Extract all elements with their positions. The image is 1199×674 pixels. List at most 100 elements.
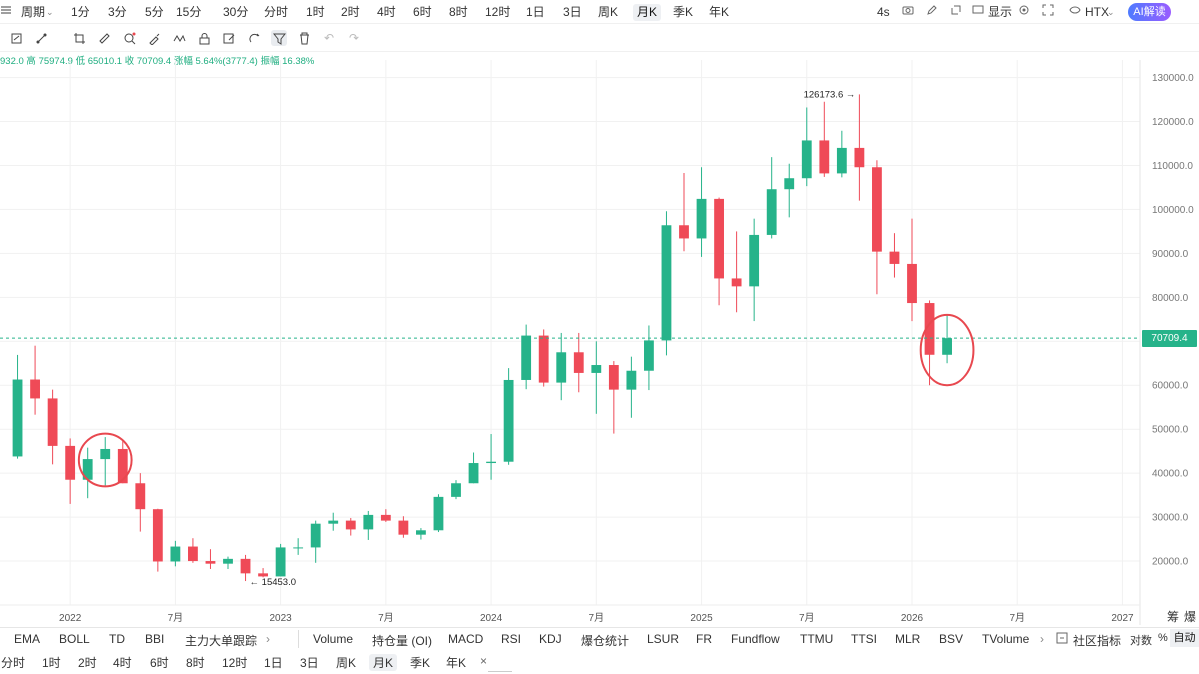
bottom-timeframe-3[interactable]: 4时: [113, 656, 132, 670]
filter-icon[interactable]: [271, 30, 287, 46]
candle-body: [100, 448, 111, 460]
timeframe-11[interactable]: 12时: [485, 5, 511, 19]
bottom-timeframe-8[interactable]: 3日: [300, 656, 319, 670]
sub-indicator-2[interactable]: MACD: [448, 632, 484, 646]
bottom-timeframe-7[interactable]: 1日: [264, 656, 283, 670]
candle-body: [591, 365, 602, 373]
settings-icon[interactable]: [1018, 4, 1030, 21]
bottom-timeframe-9[interactable]: 周K: [336, 656, 357, 670]
timeframe-15[interactable]: 月K: [633, 4, 662, 21]
candle-body: [573, 352, 584, 373]
bottom-timeframe-11[interactable]: 季K: [410, 656, 431, 670]
indicator-2[interactable]: TD: [109, 632, 125, 646]
undo-icon[interactable]: ↶: [323, 31, 335, 45]
bottom-timeframe-1[interactable]: 1时: [42, 656, 61, 670]
timeframe-2[interactable]: 5分: [145, 5, 164, 19]
indicator-right-more-icon[interactable]: ›: [1040, 632, 1044, 646]
percent-scale-toggle[interactable]: %: [1158, 632, 1168, 644]
timeframe-10[interactable]: 8时: [449, 5, 468, 19]
candle-body: [65, 445, 76, 480]
sub-indicator-3[interactable]: RSI: [501, 632, 522, 646]
timeframe-14[interactable]: 周K: [598, 5, 619, 19]
sub-indicator-4[interactable]: KDJ: [539, 632, 562, 646]
sub-indicator-8[interactable]: Fundflow: [731, 632, 780, 646]
sync-icon[interactable]: [8, 30, 24, 46]
bottom-timeframe-0[interactable]: 分时: [1, 656, 26, 670]
indicator-4[interactable]: 主力大单跟踪: [185, 634, 258, 648]
lock-icon[interactable]: [196, 30, 212, 46]
timeframe-13[interactable]: 3日: [563, 5, 582, 19]
auto-scale-toggle[interactable]: 自动: [1170, 629, 1199, 647]
log-scale-toggle[interactable]: 对数: [1130, 635, 1152, 647]
close-icon[interactable]: ×: [480, 654, 488, 668]
exchange-icon: [1068, 4, 1082, 21]
sub-indicator-5[interactable]: 爆仓统计: [581, 634, 630, 648]
timeframe-6[interactable]: 1时: [306, 5, 325, 19]
bottom-timeframe-2[interactable]: 2时: [78, 656, 97, 670]
bottom-timeframe-4[interactable]: 6时: [150, 656, 169, 670]
candlestick-chart[interactable]: 126173.6 → ← 15453.0 20000.0 30000.0 40000.…: [0, 60, 1199, 627]
x-tick-label: 7月: [799, 612, 815, 624]
sub-indicator-12[interactable]: BSV: [939, 632, 964, 646]
timeframe-17[interactable]: 年K: [709, 5, 730, 19]
x-tick-label: 7月: [589, 612, 605, 624]
ai-analysis-button[interactable]: AI解读: [1128, 3, 1171, 21]
community-icon[interactable]: [1056, 632, 1068, 647]
sub-indicator-11[interactable]: MLR: [895, 632, 921, 646]
sub-indicator-7[interactable]: FR: [696, 632, 712, 646]
trend-line-icon[interactable]: [33, 30, 49, 46]
sub-indicator-6[interactable]: LSUR: [647, 632, 680, 646]
candle: [749, 218, 760, 322]
sub-indicator-10[interactable]: TTSI: [851, 632, 877, 646]
timeframe-8[interactable]: 4时: [377, 5, 396, 19]
indicator-0[interactable]: EMA: [14, 632, 41, 646]
resize-handle[interactable]: [488, 671, 512, 674]
chip-distribution-button[interactable]: 筹: [1167, 610, 1180, 624]
community-indicators[interactable]: 社区指标: [1073, 634, 1122, 648]
indicator-3[interactable]: BBI: [145, 632, 165, 646]
camera-icon[interactable]: [902, 4, 914, 21]
bottom-timeframe-10[interactable]: 月K: [369, 654, 398, 671]
sub-indicator-13[interactable]: TVolume: [982, 632, 1030, 646]
brush-icon[interactable]: [146, 30, 162, 46]
display-label[interactable]: 显示: [988, 5, 1013, 19]
timeframe-9[interactable]: 6时: [413, 5, 432, 19]
bottom-timeframe-12[interactable]: 年K: [446, 656, 467, 670]
indicator-more-icon[interactable]: ›: [266, 632, 270, 646]
sub-indicator-9[interactable]: TTMU: [800, 632, 834, 646]
pen-icon[interactable]: [926, 4, 938, 21]
candle-body: [766, 189, 777, 235]
timeframe-3[interactable]: 15分: [176, 5, 202, 19]
timeframe-4[interactable]: 30分: [223, 5, 249, 19]
exchange-chevron-icon[interactable]: ⌄: [1107, 7, 1115, 17]
timeframe-16[interactable]: 季K: [673, 5, 694, 19]
ruler-icon[interactable]: [96, 30, 112, 46]
redo-icon[interactable]: ↷: [348, 31, 360, 45]
candle: [363, 510, 374, 540]
indicator-1[interactable]: BOLL: [59, 632, 90, 646]
fullscreen-icon[interactable]: [1042, 4, 1054, 21]
magnet-icon[interactable]: [121, 30, 137, 46]
edit-icon[interactable]: [221, 30, 237, 46]
sub-indicator-0[interactable]: Volume: [313, 632, 354, 646]
display-icon[interactable]: [972, 4, 984, 21]
timeframe-1[interactable]: 3分: [108, 5, 127, 19]
timeframe-12[interactable]: 1日: [526, 5, 545, 19]
timeframe-0[interactable]: 1分: [71, 5, 90, 19]
bottom-timeframe-5[interactable]: 8时: [186, 656, 205, 670]
liquidation-button[interactable]: 爆: [1184, 610, 1197, 624]
pattern-icon[interactable]: [171, 30, 187, 46]
sub-indicator-1[interactable]: 持仓量 (OI): [372, 634, 432, 648]
magnet-mode-icon[interactable]: [246, 30, 262, 46]
trash-icon[interactable]: [296, 30, 312, 46]
ohlc-amplitude-label: 振幅: [260, 56, 280, 67]
share-icon[interactable]: [950, 4, 962, 21]
exchange-select[interactable]: HTX: [1085, 5, 1109, 19]
period-label[interactable]: 周期: [21, 5, 46, 19]
crop-icon[interactable]: [71, 30, 87, 46]
candle: [644, 325, 654, 391]
timeframe-7[interactable]: 2时: [341, 5, 360, 19]
chevron-down-icon[interactable]: ⌄: [46, 7, 54, 17]
timeframe-5[interactable]: 分时: [264, 5, 289, 19]
bottom-timeframe-6[interactable]: 12时: [222, 656, 248, 670]
